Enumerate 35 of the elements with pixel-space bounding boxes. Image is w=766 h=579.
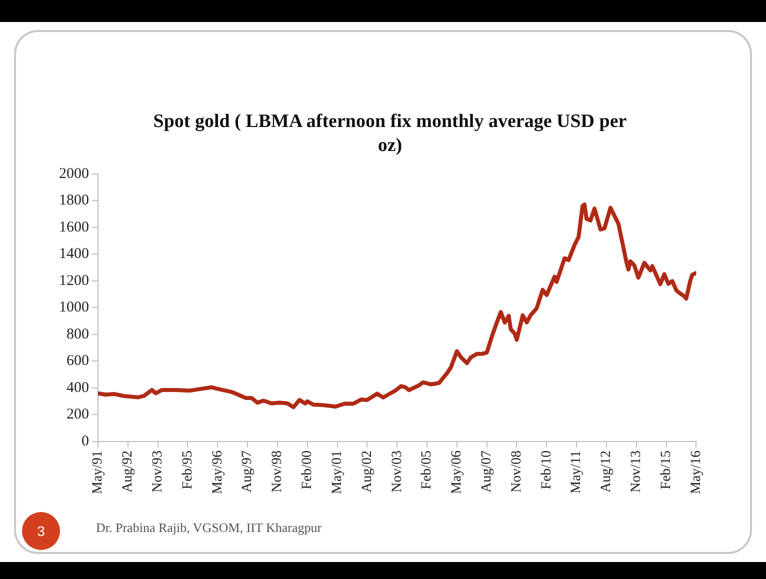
x-tick-label: May/01 [330,450,345,494]
x-tick-label: Aug/97 [240,450,256,492]
y-tick-label: 0 [82,433,89,450]
x-tick-label: Feb/05 [420,450,435,490]
x-tick-label: May/11 [569,450,584,494]
x-tick-label: Feb/95 [180,450,196,490]
y-tick-label: 1800 [59,192,89,209]
y-tick-label: 600 [66,353,89,370]
x-tick-label: Nov/08 [509,450,524,492]
x-tick-label: Feb/00 [300,450,316,490]
y-tick-label: 1200 [59,272,89,289]
x-tick-label: Feb/15 [658,450,674,490]
page-number-badge: 3 [22,512,60,550]
x-tick-label: Aug/07 [480,450,494,492]
x-tick-label: Nov/98 [270,450,286,492]
x-tick-label: May/06 [450,450,465,494]
x-tick-label: May/91 [90,450,106,494]
x-tick-label: Aug/12 [599,450,614,492]
x-tick-label: Nov/13 [629,450,644,492]
x-tick-label: Aug/92 [120,450,136,492]
x-tick-label: Nov/93 [150,450,166,492]
y-tick-label: 1000 [59,300,89,316]
x-tick-label: Feb/10 [539,450,554,490]
x-tick-label: Nov/03 [390,450,405,492]
text: Dr. Prabina Rajib, VGSOM, IIT Kharagpur [96,520,322,536]
y-tick-label: 1600 [59,219,89,236]
y-tick-label: 200 [66,406,89,423]
x-tick-label: May/96 [210,450,226,494]
chart-title: Spot gold ( LBMA afternoon fix monthly average USD per oz) [152,110,628,158]
y-tick-label: 800 [66,326,89,342]
x-tick-label: May/16 [688,450,704,494]
y-tick-label: 400 [66,380,89,396]
x-tick-label: Aug/02 [360,450,375,492]
y-tick-label: 1400 [59,246,89,262]
y-tick-label: 2000 [59,166,89,182]
